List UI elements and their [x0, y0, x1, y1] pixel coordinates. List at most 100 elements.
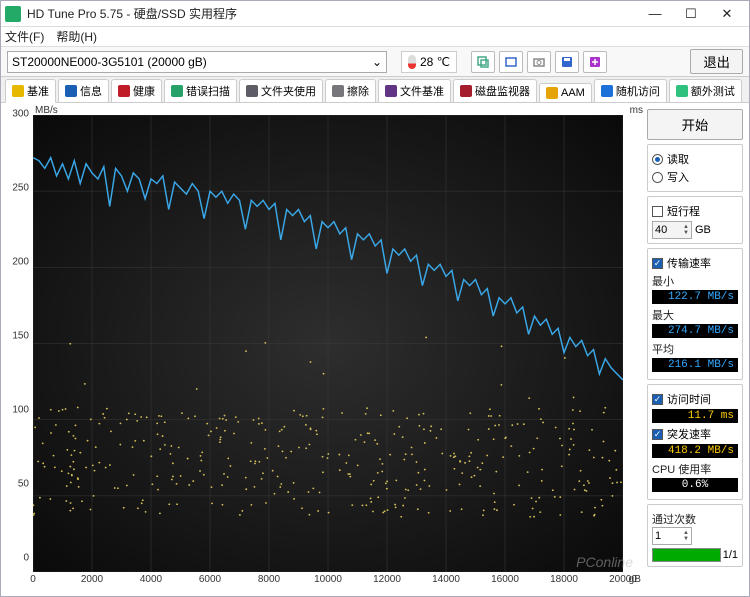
x-tick: 0: [30, 574, 36, 585]
temperature-value: 28 ℃: [420, 55, 450, 69]
burst-rate-label: 突发速率: [667, 426, 711, 442]
x-tick: 18000: [550, 574, 578, 585]
tab-10[interactable]: 额外测试: [669, 79, 742, 102]
tab-5[interactable]: 擦除: [325, 79, 376, 102]
tab-icon: [332, 85, 344, 97]
y-tick: 100: [12, 404, 29, 415]
access-time-checkbox[interactable]: 访问时间: [652, 391, 738, 407]
cpu-usage-value: 0.6%: [652, 478, 738, 492]
y-tick: 150: [12, 330, 29, 341]
tab-icon: [246, 85, 258, 97]
tool-save-icon[interactable]: [555, 51, 579, 73]
y-tick: 200: [12, 256, 29, 267]
x-tick: 12000: [373, 574, 401, 585]
y-tick: 50: [18, 479, 29, 490]
pass-count-value: 1: [655, 530, 661, 542]
mode-read-radio[interactable]: 读取: [652, 151, 738, 167]
x-axis-unit: gB: [629, 574, 641, 585]
x-tick: 8000: [258, 574, 280, 585]
tool-screenshot-icon[interactable]: [499, 51, 523, 73]
tab-label: 额外测试: [691, 83, 735, 99]
mode-write-label: 写入: [667, 169, 689, 185]
tab-2[interactable]: 健康: [111, 79, 162, 102]
tab-icon: [676, 85, 688, 97]
tab-label: AAM: [561, 87, 585, 99]
tab-0[interactable]: 基准: [5, 79, 56, 103]
thermometer-icon: [408, 55, 416, 69]
avg-label: 平均: [652, 341, 738, 357]
tab-8[interactable]: AAM: [539, 83, 592, 102]
max-value: 274.7 MB/s: [652, 324, 738, 338]
app-icon: [5, 6, 21, 22]
tab-label: 擦除: [347, 83, 369, 99]
cpu-usage-label: CPU 使用率: [652, 461, 738, 477]
burst-rate-value: 418.2 MB/s: [652, 444, 738, 458]
x-tick: 4000: [140, 574, 162, 585]
max-label: 最大: [652, 307, 738, 323]
tab-label: 文件基准: [400, 83, 444, 99]
tab-label: 健康: [133, 83, 155, 99]
y-axis-right-unit: ms: [630, 105, 643, 116]
x-tick: 2000: [81, 574, 103, 585]
avg-value: 216.1 MB/s: [652, 358, 738, 372]
start-button[interactable]: 开始: [647, 109, 743, 140]
transfer-rate-label: 传输速率: [667, 255, 711, 271]
tab-icon: [546, 87, 558, 99]
y-tick: 300: [12, 108, 29, 119]
tab-icon: [118, 85, 130, 97]
tab-3[interactable]: 错误扫描: [164, 79, 237, 102]
tab-1[interactable]: 信息: [58, 79, 109, 102]
burst-rate-checkbox[interactable]: 突发速率: [652, 426, 738, 442]
menu-help[interactable]: 帮助(H): [56, 28, 97, 45]
tab-7[interactable]: 磁盘监视器: [453, 79, 537, 102]
short-stroke-label: 短行程: [667, 203, 700, 219]
window-title: HD Tune Pro 5.75 - 硬盘/SSD 实用程序: [27, 5, 637, 22]
y-tick: 0: [23, 553, 29, 564]
mode-read-label: 读取: [667, 151, 689, 167]
tool-settings-icon[interactable]: [583, 51, 607, 73]
tab-label: 错误扫描: [186, 83, 230, 99]
tab-icon: [65, 85, 77, 97]
exit-button[interactable]: 退出: [690, 49, 743, 74]
x-tick: 16000: [491, 574, 519, 585]
maximize-button[interactable]: ☐: [673, 3, 709, 25]
tab-4[interactable]: 文件夹使用: [239, 79, 323, 102]
access-time-label: 访问时间: [667, 391, 711, 407]
mode-write-radio[interactable]: 写入: [652, 169, 738, 185]
menu-file[interactable]: 文件(F): [5, 28, 44, 45]
pass-count-label: 通过次数: [652, 511, 738, 527]
short-stroke-spinner[interactable]: 40 ▲▼: [652, 221, 692, 239]
tab-6[interactable]: 文件基准: [378, 79, 451, 102]
chevron-down-icon: ⌄: [372, 55, 382, 69]
drive-select-value: ST20000NE000-3G5101 (20000 gB): [12, 55, 207, 69]
y-tick: 250: [12, 182, 29, 193]
temperature-display: 28 ℃: [401, 51, 457, 73]
tool-copy-icon[interactable]: [471, 51, 495, 73]
tab-label: 磁盘监视器: [475, 83, 530, 99]
tab-label: 基准: [27, 83, 49, 99]
benchmark-chart: MB/s ms 300250200150100500 0200040006000…: [7, 109, 641, 590]
short-stroke-value: 40: [655, 224, 667, 236]
short-stroke-checkbox[interactable]: 短行程: [652, 203, 738, 219]
drive-select[interactable]: ST20000NE000-3G5101 (20000 gB) ⌄: [7, 51, 387, 73]
tab-icon: [601, 85, 613, 97]
tab-icon: [385, 85, 397, 97]
transfer-rate-checkbox[interactable]: 传输速率: [652, 255, 738, 271]
tool-camera-icon[interactable]: [527, 51, 551, 73]
close-button[interactable]: ✕: [709, 3, 745, 25]
progress-text: 1/1: [723, 549, 738, 561]
progress-bar: [652, 548, 721, 562]
tab-9[interactable]: 随机访问: [594, 79, 667, 102]
minimize-button[interactable]: —: [637, 3, 673, 25]
tab-label: 文件夹使用: [261, 83, 316, 99]
x-tick: 10000: [314, 574, 342, 585]
tab-icon: [171, 85, 183, 97]
tab-label: 信息: [80, 83, 102, 99]
tab-label: 随机访问: [616, 83, 660, 99]
gb-unit: GB: [695, 224, 711, 236]
min-label: 最小: [652, 273, 738, 289]
pass-count-spinner[interactable]: 1 ▲▼: [652, 527, 692, 545]
tab-icon: [12, 85, 24, 97]
tab-icon: [460, 85, 472, 97]
min-value: 122.7 MB/s: [652, 290, 738, 304]
